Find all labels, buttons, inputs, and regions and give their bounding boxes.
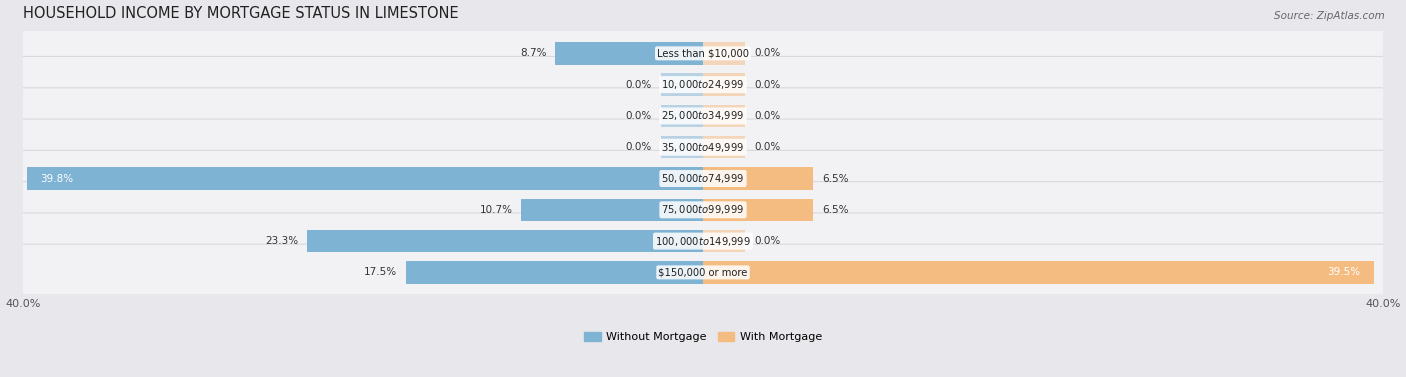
Text: $75,000 to $99,999: $75,000 to $99,999 — [661, 203, 745, 216]
Legend: Without Mortgage, With Mortgage: Without Mortgage, With Mortgage — [579, 327, 827, 346]
Bar — [703, 74, 745, 96]
Bar — [703, 42, 745, 64]
Text: 0.0%: 0.0% — [754, 80, 780, 90]
Text: 0.0%: 0.0% — [626, 142, 652, 152]
Text: 8.7%: 8.7% — [520, 48, 547, 58]
Bar — [555, 42, 703, 64]
Text: 0.0%: 0.0% — [754, 48, 780, 58]
Bar — [661, 136, 703, 158]
Text: $25,000 to $34,999: $25,000 to $34,999 — [661, 109, 745, 123]
Text: $150,000 or more: $150,000 or more — [658, 267, 748, 277]
Bar — [703, 167, 814, 190]
Text: 6.5%: 6.5% — [823, 205, 848, 215]
Bar — [703, 199, 814, 221]
Bar — [703, 230, 745, 252]
Bar — [661, 105, 703, 127]
Text: 10.7%: 10.7% — [479, 205, 513, 215]
Text: 0.0%: 0.0% — [754, 142, 780, 152]
Text: 0.0%: 0.0% — [626, 111, 652, 121]
Bar — [703, 136, 745, 158]
Text: 39.5%: 39.5% — [1327, 267, 1361, 277]
Text: HOUSEHOLD INCOME BY MORTGAGE STATUS IN LIMESTONE: HOUSEHOLD INCOME BY MORTGAGE STATUS IN L… — [24, 6, 458, 21]
FancyBboxPatch shape — [17, 25, 1389, 81]
Text: 0.0%: 0.0% — [754, 111, 780, 121]
Text: $50,000 to $74,999: $50,000 to $74,999 — [661, 172, 745, 185]
Text: 6.5%: 6.5% — [823, 173, 848, 184]
Text: 0.0%: 0.0% — [754, 236, 780, 246]
Text: $35,000 to $49,999: $35,000 to $49,999 — [661, 141, 745, 154]
FancyBboxPatch shape — [17, 119, 1389, 175]
Bar — [703, 105, 745, 127]
FancyBboxPatch shape — [17, 182, 1389, 238]
Text: 23.3%: 23.3% — [266, 236, 298, 246]
Bar — [703, 261, 1374, 284]
FancyBboxPatch shape — [17, 213, 1389, 269]
Text: 17.5%: 17.5% — [364, 267, 396, 277]
FancyBboxPatch shape — [17, 57, 1389, 113]
Bar — [307, 230, 703, 252]
Bar — [27, 167, 703, 190]
Text: 39.8%: 39.8% — [41, 173, 73, 184]
FancyBboxPatch shape — [17, 88, 1389, 144]
Text: $100,000 to $149,999: $100,000 to $149,999 — [655, 234, 751, 248]
Bar — [522, 199, 703, 221]
Text: Source: ZipAtlas.com: Source: ZipAtlas.com — [1274, 11, 1385, 21]
FancyBboxPatch shape — [17, 244, 1389, 300]
Text: $10,000 to $24,999: $10,000 to $24,999 — [661, 78, 745, 91]
FancyBboxPatch shape — [17, 150, 1389, 207]
Text: 0.0%: 0.0% — [626, 80, 652, 90]
Bar — [405, 261, 703, 284]
Text: Less than $10,000: Less than $10,000 — [657, 48, 749, 58]
Bar — [661, 74, 703, 96]
